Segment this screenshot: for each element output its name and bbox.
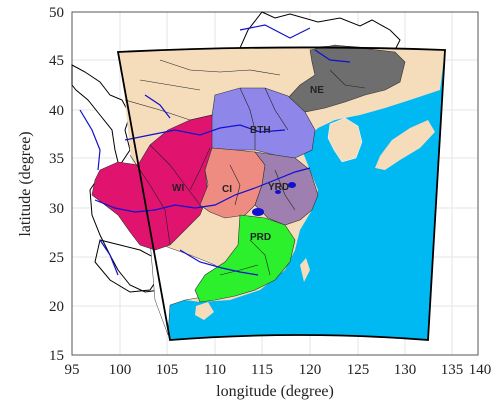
y-tick-label: 30 <box>49 201 64 217</box>
x-tick-label: 115 <box>251 362 273 378</box>
y-tick-label: 40 <box>49 103 64 119</box>
x-axis-title: longitude (degree) <box>216 383 334 400</box>
lakes <box>252 182 296 216</box>
y-tick-label: 35 <box>49 151 64 167</box>
region-prd <box>194 214 296 303</box>
y-axis-ticks: 15 20 25 30 35 40 45 50 <box>49 5 64 364</box>
region-label-ne: NE <box>310 85 324 96</box>
region-ne <box>287 44 406 113</box>
x-tick-label: 125 <box>347 362 370 378</box>
x-tick-label: 140 <box>469 362 492 378</box>
x-tick-label: 110 <box>204 362 226 378</box>
hainan-island <box>195 302 214 320</box>
x-tick-label: 95 <box>65 362 80 378</box>
x-tick-label: 130 <box>394 362 417 378</box>
japan-land <box>375 120 435 170</box>
model-domain-outline <box>116 46 446 341</box>
region-label-bth: BTH <box>250 125 271 136</box>
y-tick-label: 20 <box>49 299 64 315</box>
x-tick-label: 120 <box>299 362 322 378</box>
japan-north-land <box>415 62 440 92</box>
rivers <box>79 24 351 276</box>
region-label-wi: WI <box>172 183 184 194</box>
region-wi <box>91 114 213 251</box>
y-tick-label: 15 <box>49 348 64 364</box>
taiwan-land <box>300 258 310 282</box>
x-tick-label: 100 <box>109 362 132 378</box>
y-tick-label: 45 <box>49 53 64 69</box>
region-label-ci: CI <box>222 184 232 195</box>
x-tick-label: 105 <box>156 362 179 378</box>
axes-frame <box>71 11 479 356</box>
y-tick-label: 50 <box>49 5 64 21</box>
region-label-prd: PRD <box>250 232 271 243</box>
x-axis-ticks: 95 100 105 110 115 120 125 130 135 140 <box>65 362 492 378</box>
x-tick-label: 135 <box>441 362 464 378</box>
region-label-yrd: YRD <box>268 182 289 193</box>
y-tick-label: 25 <box>49 250 64 266</box>
y-axis-title: latitude (degree) <box>17 131 34 236</box>
korea-land <box>327 117 363 163</box>
